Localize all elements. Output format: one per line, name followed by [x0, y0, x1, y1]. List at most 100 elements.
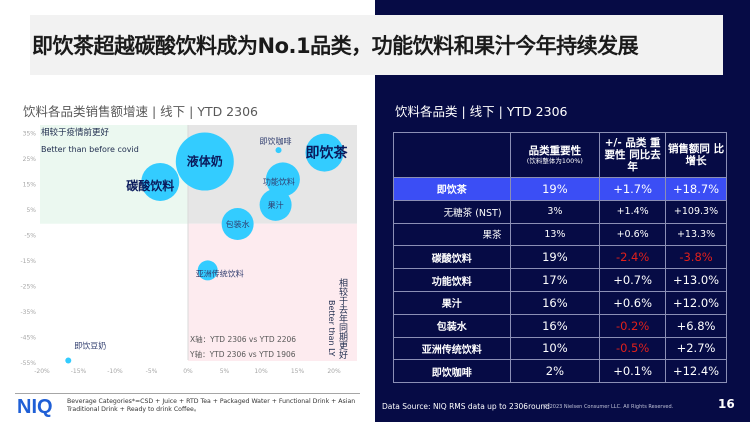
table-cell-importance-change: -0.2%	[599, 313, 667, 338]
table-cell-importance-change: +0.6%	[599, 290, 667, 315]
bubble-point	[305, 133, 344, 172]
header-importance-change: +/- 品类 重要性 同比去年	[599, 132, 667, 178]
bubble-label: 即饮茶	[306, 145, 349, 162]
bubble-chart: 35% 25% 15% 5% -5% -15% -25% -35% -45% -55%-20% -1…	[20, 125, 357, 375]
chart-title: 饮料各品类销售额增速 | 线下 | YTD 2306	[23, 104, 258, 119]
bubble-label: 亚洲传统饮料	[196, 268, 244, 278]
table-cell-importance: 17%	[509, 268, 601, 292]
x-tick-label: -20%	[34, 368, 50, 375]
copyright: © 2023 Nielsen Consumer LLC. All Rights …	[543, 404, 674, 410]
table-cell-importance-change: -2.4%	[599, 245, 667, 270]
table-cell-importance-change: +0.1%	[599, 359, 667, 384]
table-cell-category: 即饮咖啡	[393, 359, 511, 384]
y-tick-label: 25%	[23, 156, 37, 163]
table-row: 即饮咖啡 2% +0.1% +12.4%	[393, 359, 727, 384]
table-row: 碳酸饮料 19% -2.4% -3.8%	[393, 245, 727, 270]
x-tick-label: -5%	[146, 368, 158, 375]
bubble-label: 碳酸饮料	[126, 178, 174, 193]
quadrant-better-than-ly	[188, 223, 357, 361]
x-tick-label: 20%	[327, 368, 341, 375]
table-cell-category: 碳酸饮料	[393, 245, 511, 270]
table-cell-category: 无糖茶 (NST)	[393, 199, 511, 224]
data-source: Data Source: NIQ RMS data up to 2306roun…	[382, 402, 550, 411]
x-tick-label: -15%	[71, 368, 87, 375]
bubble-label: 包装水	[226, 219, 250, 229]
y-tick-label: 5%	[26, 207, 36, 214]
y-tick-label: -55%	[20, 360, 36, 367]
bubble-label: 功能饮料	[263, 176, 295, 186]
page-number: 16	[718, 397, 735, 411]
table-row: 功能饮料 17% +0.7% +13.0%	[393, 268, 727, 292]
y-tick-label: -5%	[24, 233, 36, 240]
table-cell-importance: 16%	[509, 313, 601, 338]
annotation-better-than-covid-cn: 相较于疫情前更好	[41, 127, 110, 138]
y-tick-label: -25%	[20, 284, 36, 291]
table-cell-sales-growth: +18.7%	[665, 177, 727, 201]
bubble-point	[259, 188, 292, 221]
bubble-point	[275, 147, 282, 154]
table-cell-sales-growth: +12.4%	[665, 359, 727, 384]
table-cell-importance: 19%	[509, 245, 601, 270]
header-importance: 品类重要性 (饮料整体为100%)	[509, 132, 601, 178]
bubble-label: 液体奶	[187, 154, 223, 169]
table-cell-importance-change: +0.6%	[599, 222, 667, 247]
table-cell-importance-change: +1.7%	[599, 177, 667, 201]
header-importance-sub: (饮料整体为100%)	[526, 156, 583, 165]
table-cell-sales-growth: +13.0%	[665, 268, 727, 292]
x-tick-label: 10%	[254, 368, 268, 375]
bubble-label: 即饮咖啡	[260, 136, 292, 146]
table-cell-sales-growth: +2.7%	[665, 336, 727, 361]
y-tick-label: -35%	[20, 309, 36, 316]
x-tick-label: 5%	[220, 368, 230, 375]
niq-logo: NIQ	[17, 396, 53, 418]
table-row: 无糖茶 (NST) 3% +1.4% +109.3%	[393, 199, 727, 224]
x-tick-label: 15%	[291, 368, 305, 375]
table-header-row: 品类重要性 (饮料整体为100%) +/- 品类 重要性 同比去年 销售额同 比…	[393, 132, 727, 178]
table-cell-category: 功能饮料	[393, 268, 511, 292]
table-cell-importance-change: +1.4%	[599, 199, 667, 224]
category-table: 品类重要性 (饮料整体为100%) +/- 品类 重要性 同比去年 销售额同 比…	[393, 132, 727, 384]
y-tick-label: -45%	[20, 335, 36, 342]
table-cell-sales-growth: -3.8%	[665, 245, 727, 270]
table-cell-importance: 10%	[509, 336, 601, 361]
table-row: 即饮茶 19% +1.7% +18.7%	[393, 177, 727, 201]
bubble-point	[141, 162, 180, 201]
header-sales-growth: 销售额同 比增长	[665, 132, 727, 178]
table-row: 亚洲传统饮料 10% -0.5% +2.7%	[393, 336, 727, 361]
table-row: 果茶 13% +0.6% +13.3%	[393, 222, 727, 247]
bubble-point	[65, 357, 72, 364]
table-cell-category: 果茶	[393, 222, 511, 247]
table-cell-category: 亚洲传统饮料	[393, 336, 511, 361]
table-cell-importance: 19%	[509, 177, 601, 201]
table-cell-sales-growth: +109.3%	[665, 199, 727, 224]
title-bar: 即饮茶超越碳酸饮料成为No.1品类，功能饮料和果汁今年持续发展	[30, 15, 723, 75]
header-category	[393, 132, 511, 178]
annotation-better-than-ly-cn: 相较于去年同期更好	[337, 277, 348, 360]
table-cell-importance: 3%	[509, 199, 601, 224]
table-cell-category: 果汁	[393, 290, 511, 315]
x-tick-label: -10%	[107, 368, 123, 375]
bubble-label: 果汁	[268, 200, 284, 210]
table-row: 果汁 16% +0.6% +12.0%	[393, 290, 727, 315]
bubble-point	[175, 132, 234, 191]
table-cell-importance-change: +0.7%	[599, 268, 667, 292]
table-cell-sales-growth: +12.0%	[665, 290, 727, 315]
bubble-point	[265, 162, 300, 197]
y-tick-label: -15%	[20, 258, 36, 265]
annotation-better-than-covid-en: Better than before covid	[41, 145, 139, 154]
footer-divider	[15, 393, 360, 394]
slide-title: 即饮茶超越碳酸饮料成为No.1品类，功能饮料和果汁今年持续发展	[32, 34, 639, 58]
table-cell-category: 即饮茶	[393, 177, 511, 201]
table-cell-importance-change: -0.5%	[599, 336, 667, 361]
table-title: 饮料各品类 | 线下 | YTD 2306	[395, 104, 568, 119]
header-importance-label: 品类重要性	[528, 144, 582, 157]
annotation-better-than-ly-en: Better than LY	[327, 300, 336, 357]
bubble-point	[197, 260, 218, 281]
annotation-x-axis-note: X轴：YTD 2306 vs YTD 2206	[190, 334, 296, 344]
bubble-point	[221, 208, 254, 241]
annotation-y-axis-note: Y轴：YTD 2306 vs YTD 1906	[189, 349, 296, 359]
y-tick-label: 15%	[23, 182, 37, 189]
table-cell-importance: 2%	[509, 359, 601, 384]
header-sales-growth-label: 销售额同 比增长	[667, 143, 725, 167]
table-cell-category: 包装水	[393, 313, 511, 338]
